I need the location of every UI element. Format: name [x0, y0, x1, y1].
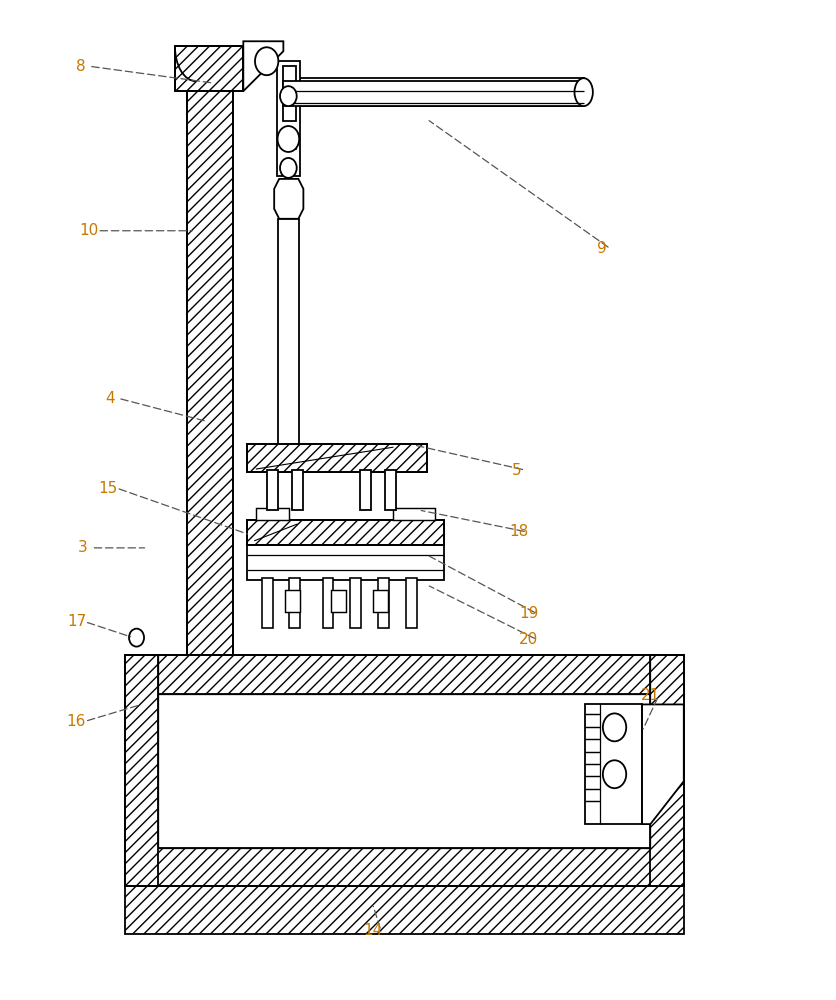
Bar [247, 520, 443, 545]
Polygon shape [243, 41, 283, 91]
Bar [584, 704, 641, 824]
Bar [385, 470, 395, 510]
Circle shape [602, 713, 625, 741]
Bar [125, 655, 158, 886]
Bar [285, 590, 299, 612]
Ellipse shape [573, 78, 592, 106]
Bar [175, 46, 243, 91]
Bar [256, 508, 289, 520]
Bar [186, 91, 233, 655]
Polygon shape [274, 179, 303, 219]
Text: 21: 21 [640, 688, 660, 703]
Bar [247, 545, 443, 580]
Bar [247, 520, 443, 545]
Text: 3: 3 [79, 540, 88, 555]
Bar [247, 444, 426, 472]
Text: 18: 18 [508, 524, 528, 539]
Circle shape [278, 126, 298, 152]
Text: 4: 4 [104, 391, 115, 406]
Circle shape [255, 47, 278, 75]
Text: 20: 20 [518, 632, 538, 647]
Bar [289, 578, 299, 628]
Circle shape [280, 86, 296, 106]
Text: 16: 16 [67, 714, 86, 729]
Bar [393, 508, 435, 520]
Bar [372, 590, 387, 612]
Bar [378, 578, 389, 628]
Polygon shape [641, 704, 683, 824]
Circle shape [602, 760, 625, 788]
Text: 8: 8 [76, 59, 85, 74]
Circle shape [280, 158, 296, 178]
Bar [283, 66, 295, 121]
Bar [330, 590, 345, 612]
Text: 9: 9 [596, 241, 606, 256]
Text: 15: 15 [99, 481, 118, 496]
Bar [262, 578, 273, 628]
Bar [650, 655, 683, 886]
Bar [175, 46, 243, 91]
Text: 14: 14 [363, 923, 382, 938]
Bar [267, 470, 278, 510]
Bar [125, 886, 683, 934]
Text: 19: 19 [518, 606, 538, 621]
Text: 5: 5 [512, 463, 521, 478]
Bar [186, 91, 233, 655]
Bar [125, 655, 683, 694]
Bar [125, 848, 683, 886]
Bar [292, 470, 302, 510]
Text: 10: 10 [79, 223, 99, 238]
Bar [349, 578, 360, 628]
Bar [283, 81, 583, 106]
Bar [405, 578, 416, 628]
Bar [322, 578, 333, 628]
Bar [278, 219, 298, 444]
Bar [283, 78, 583, 106]
Bar [281, 131, 295, 149]
Bar [359, 470, 370, 510]
Bar [247, 444, 426, 472]
Circle shape [129, 629, 144, 647]
Text: 17: 17 [67, 614, 86, 629]
Bar [277, 61, 299, 176]
